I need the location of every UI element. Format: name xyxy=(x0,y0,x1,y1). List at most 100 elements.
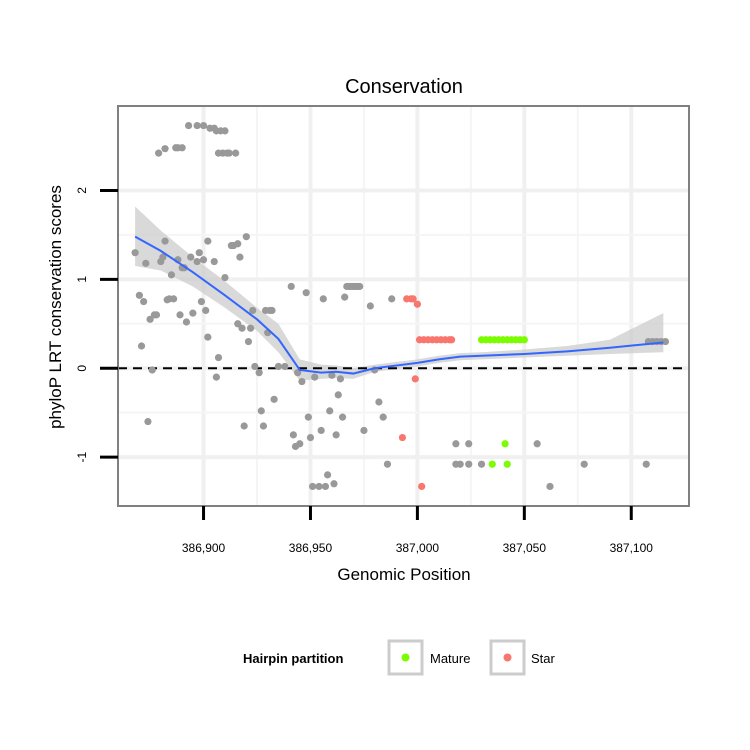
point-other xyxy=(200,122,207,129)
point-other xyxy=(245,338,252,345)
point-other xyxy=(335,391,342,398)
x-tick-label: 387,050 xyxy=(503,541,547,555)
point-star xyxy=(448,336,455,343)
x-tick-label: 386,900 xyxy=(182,541,226,555)
point-other xyxy=(234,240,241,247)
point-other xyxy=(140,298,147,305)
point-star xyxy=(418,483,425,490)
y-tick-label: 2 xyxy=(75,187,89,194)
x-tick-label: 387,000 xyxy=(396,541,440,555)
point-other xyxy=(288,283,295,290)
point-other xyxy=(258,407,265,414)
x-tick-label: 387,100 xyxy=(610,541,654,555)
point-other xyxy=(339,414,346,421)
point-other xyxy=(211,258,218,265)
point-other xyxy=(271,396,278,403)
point-other xyxy=(198,298,205,305)
point-other xyxy=(202,307,209,314)
point-other xyxy=(341,294,348,301)
point-other xyxy=(132,249,139,256)
point-other xyxy=(142,260,149,267)
point-other xyxy=(187,254,194,261)
point-other xyxy=(380,414,387,421)
point-other xyxy=(478,461,485,468)
point-other xyxy=(179,144,186,151)
chart-title: Conservation xyxy=(345,76,463,98)
point-other xyxy=(326,407,333,414)
point-star xyxy=(412,375,419,382)
point-other xyxy=(200,256,207,263)
legend-swatch-star xyxy=(504,654,512,662)
point-other xyxy=(322,483,329,490)
y-tick-label: 0 xyxy=(75,365,89,372)
point-other xyxy=(161,238,168,245)
point-other xyxy=(161,145,168,152)
point-other xyxy=(333,431,340,438)
point-other xyxy=(534,440,541,447)
point-other xyxy=(221,274,228,281)
point-other xyxy=(384,461,391,468)
legend-label-star: Star xyxy=(531,651,556,666)
legend-item-mature: Mature xyxy=(389,641,470,674)
point-star xyxy=(399,434,406,441)
legend-label-mature: Mature xyxy=(430,651,470,666)
x-axis-title: Genomic Position xyxy=(337,565,470,584)
point-other xyxy=(465,440,472,447)
point-other xyxy=(320,295,327,302)
y-axis-title: phyloP LRT conservation scores xyxy=(46,185,65,429)
point-other xyxy=(196,249,203,256)
point-other xyxy=(375,398,382,405)
point-other xyxy=(221,127,228,134)
point-mature xyxy=(501,440,508,447)
point-other xyxy=(194,122,201,129)
point-other xyxy=(243,233,250,240)
point-other xyxy=(367,302,374,309)
x-tick-label: 386,950 xyxy=(289,541,333,555)
point-other xyxy=(324,471,331,478)
point-other xyxy=(155,150,162,157)
point-other xyxy=(185,122,192,129)
x-axis: 386,900 386,950 387,000 387,050 387,100 xyxy=(182,506,653,555)
point-other xyxy=(226,150,233,157)
point-other xyxy=(215,354,222,361)
point-other xyxy=(337,375,344,382)
point-other xyxy=(275,363,282,370)
conservation-chart: Conservation 386,900 386,950 387,000 387,05… xyxy=(0,0,750,750)
y-tick-label: -1 xyxy=(75,451,89,462)
point-other xyxy=(256,369,263,376)
point-other xyxy=(241,422,248,429)
legend-swatch-mature xyxy=(402,654,410,662)
point-other xyxy=(315,483,322,490)
point-other xyxy=(176,311,183,318)
point-other xyxy=(183,318,190,325)
point-other xyxy=(251,363,258,370)
point-other xyxy=(457,461,464,468)
legend-title: Hairpin partition xyxy=(243,651,343,666)
point-other xyxy=(213,374,220,381)
point-other xyxy=(465,461,472,468)
point-other xyxy=(204,334,211,341)
point-mature xyxy=(489,461,496,468)
point-other xyxy=(236,254,243,261)
point-star xyxy=(414,301,421,308)
point-other xyxy=(305,414,312,421)
point-other xyxy=(318,427,325,434)
point-other xyxy=(194,258,201,265)
y-tick-label: 1 xyxy=(75,276,89,283)
point-other xyxy=(136,292,143,299)
point-other xyxy=(238,325,245,332)
point-mature xyxy=(504,461,511,468)
point-other xyxy=(168,271,175,278)
point-other xyxy=(290,431,297,438)
point-other xyxy=(138,342,145,349)
point-other xyxy=(581,461,588,468)
legend: Hairpin partition Mature Star xyxy=(243,641,556,674)
point-other xyxy=(296,440,303,447)
point-other xyxy=(144,418,151,425)
point-other xyxy=(298,378,305,385)
point-other xyxy=(149,366,156,373)
point-other xyxy=(170,295,177,302)
point-other xyxy=(268,307,275,314)
point-other xyxy=(388,295,395,302)
point-other xyxy=(309,483,316,490)
